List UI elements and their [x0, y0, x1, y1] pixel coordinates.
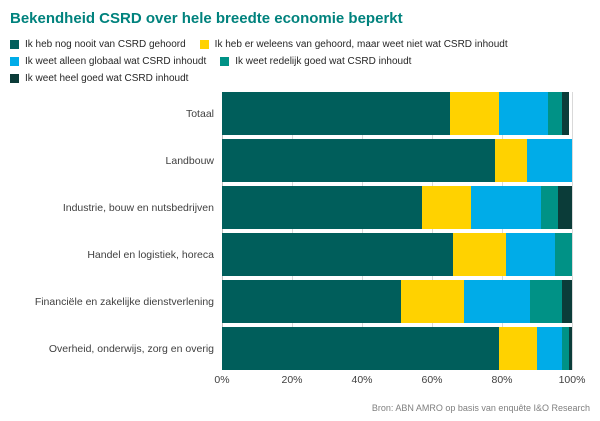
- bar-track: [222, 139, 572, 182]
- bar-track: [222, 327, 572, 370]
- bar-segment: [558, 186, 572, 229]
- legend-swatch-icon: [10, 40, 19, 49]
- chart-area: Totaal Landbouw Industrie, bouw en nutsbed…: [10, 92, 590, 390]
- bar-segment: [568, 327, 572, 370]
- x-axis: 0% 20% 40% 60% 80% 100%: [214, 374, 585, 390]
- legend-label: Ik weet redelijk goed wat CSRD inhoudt: [235, 56, 412, 67]
- stacked-bar: [222, 280, 572, 323]
- gridline: [222, 92, 223, 370]
- legend-item: Ik weet alleen globaal wat CSRD inhoudt: [10, 54, 206, 69]
- legend-swatch-icon: [220, 57, 230, 66]
- bar-segment: [463, 280, 530, 323]
- bar-row: Industrie, bouw en nutsbedrijven: [10, 186, 590, 229]
- source-credit: Bron: ABN AMRO op basis van enquête I&O …: [371, 403, 590, 413]
- bar-rows: Totaal Landbouw Industrie, bouw en nutsbed…: [10, 92, 590, 370]
- x-tick-label: 20%: [281, 374, 303, 386]
- gridline: [502, 92, 503, 370]
- legend-label: Ik heb er weleens van gehoord, maar weet…: [214, 39, 508, 50]
- bar-row: Landbouw: [10, 139, 590, 182]
- bar-segment: [495, 139, 527, 182]
- legend-swatch-icon: [10, 57, 19, 66]
- legend-label: Ik weet alleen globaal wat CSRD inhoudt: [25, 56, 207, 67]
- bar-row: Handel en logistiek, horeca: [10, 233, 590, 276]
- bar-row: Financiële en zakelijke dienstverlening: [10, 280, 590, 323]
- gridline: [292, 92, 293, 370]
- gridlines: [222, 92, 573, 370]
- chart-legend: Ik heb nog nooit van CSRD gehoord Ik heb …: [10, 37, 592, 86]
- gridline: [432, 92, 433, 370]
- bar-row: Overheid, onderwijs, zorg en overig: [10, 327, 590, 370]
- x-tick-label: 60%: [421, 374, 443, 386]
- bar-segment: [530, 280, 562, 323]
- x-tick-label: 40%: [351, 374, 373, 386]
- bar-segment: [561, 280, 572, 323]
- bar-segment: [449, 92, 499, 135]
- bar-row: Totaal: [10, 92, 590, 135]
- bar-track: [222, 280, 572, 323]
- bar-segment: [222, 233, 453, 276]
- x-tick-label: 100%: [558, 374, 586, 386]
- bar-segment: [421, 186, 471, 229]
- x-tick-label: 80%: [491, 374, 513, 386]
- stacked-bar: [222, 92, 572, 135]
- legend-item: Ik heb nog nooit van CSRD gehoord: [10, 37, 186, 52]
- bar-segment: [222, 327, 499, 370]
- stacked-bar: [222, 327, 572, 370]
- bar-segment: [540, 186, 558, 229]
- bar-segment: [222, 139, 495, 182]
- bar-segment: [498, 92, 548, 135]
- category-label: Landbouw: [165, 154, 214, 167]
- legend-label: Ik weet heel goed wat CSRD inhoudt: [25, 73, 189, 84]
- bar-segment: [561, 327, 569, 370]
- bar-segment: [470, 186, 541, 229]
- bar-segment: [222, 280, 401, 323]
- bar-track: [222, 233, 572, 276]
- bar-segment: [561, 92, 569, 135]
- bar-segment: [222, 92, 450, 135]
- gridline: [362, 92, 363, 370]
- bar-segment: [505, 233, 555, 276]
- bar-segment: [537, 327, 562, 370]
- legend-swatch-icon: [199, 40, 209, 49]
- x-tick-label: 0%: [214, 374, 230, 386]
- bar-segment: [400, 280, 464, 323]
- bar-segment: [453, 233, 506, 276]
- legend-item: Ik heb er weleens van gehoord, maar weet…: [199, 37, 508, 52]
- legend-item: Ik weet redelijk goed wat CSRD inhoudt: [220, 54, 411, 69]
- legend-label: Ik heb nog nooit van CSRD gehoord: [25, 39, 186, 50]
- legend-swatch-icon: [10, 74, 19, 83]
- stacked-bar: [222, 186, 572, 229]
- bar-segment: [526, 139, 572, 182]
- bar-track: [222, 186, 572, 229]
- category-label: Overheid, onderwijs, zorg en overig: [48, 342, 214, 355]
- category-label: Financiële en zakelijke dienstverlening: [34, 295, 214, 308]
- bar-track: [222, 92, 572, 135]
- category-label: Totaal: [185, 107, 214, 120]
- legend-item: Ik weet heel goed wat CSRD inhoudt: [10, 71, 188, 86]
- bar-segment: [222, 186, 422, 229]
- stacked-bar: [222, 139, 572, 182]
- category-label: Handel en logistiek, horeca: [87, 248, 214, 261]
- bar-segment: [498, 327, 537, 370]
- chart-title: Bekendheid CSRD over hele breedte econom…: [10, 10, 403, 27]
- category-label: Industrie, bouw en nutsbedrijven: [62, 201, 214, 214]
- bar-segment: [554, 233, 572, 276]
- bar-segment: [547, 92, 562, 135]
- gridline: [572, 92, 573, 370]
- stacked-bar: [222, 233, 572, 276]
